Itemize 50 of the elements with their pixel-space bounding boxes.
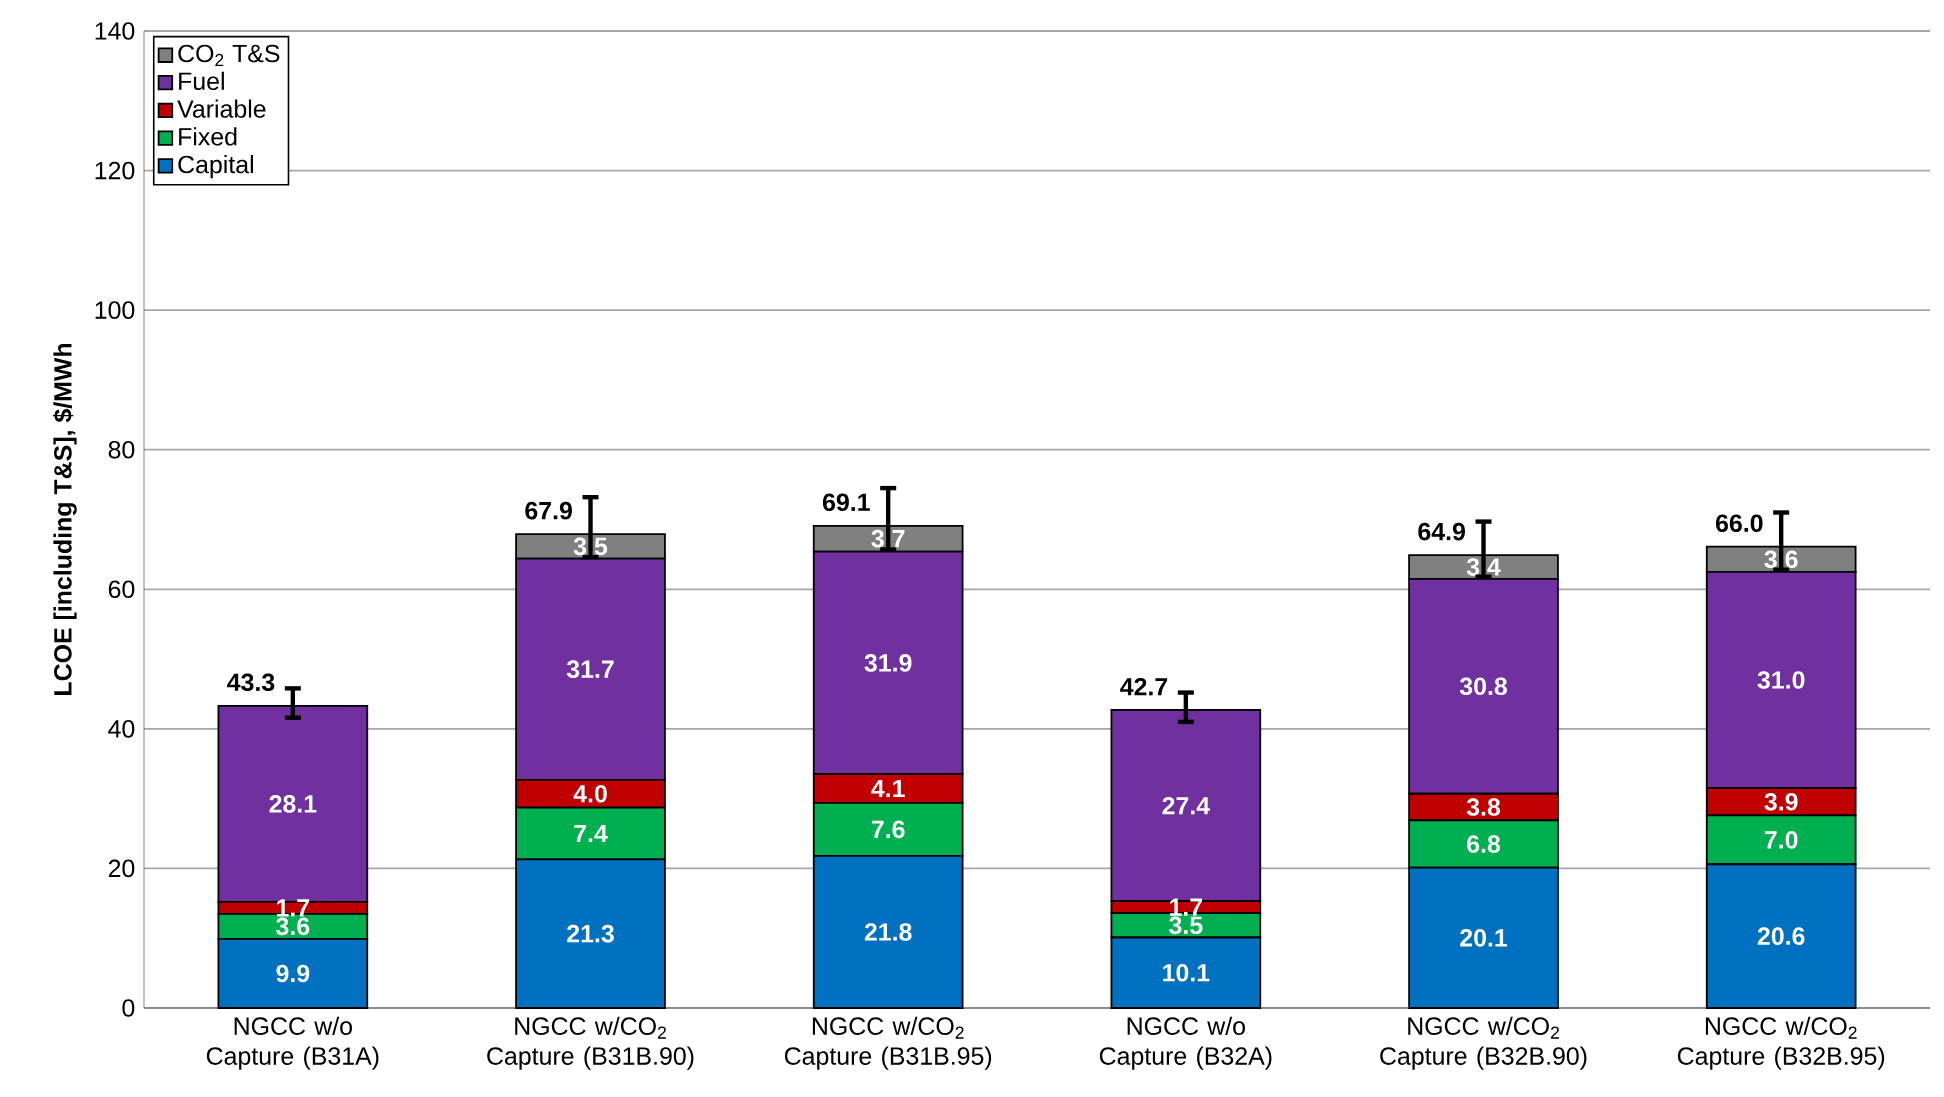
data-label: 31.9 (864, 654, 912, 672)
data-label: 7.0 (1764, 831, 1798, 849)
data-label: 7.6 (871, 820, 905, 839)
data-label: 31.7 (566, 660, 614, 679)
y-tick-label: 80 (108, 440, 135, 459)
y-tick-label: 20 (108, 859, 135, 878)
data-label: 3.8 (1466, 798, 1501, 816)
data-label: 20.1 (1460, 929, 1508, 947)
legend-label: CO$_{2}$ T&S (178, 44, 280, 66)
x-tick-label: NGCC w/CO$_{2}$ Capture (B32B.95) (1677, 1016, 1885, 1070)
data-label: 28.1 (269, 795, 317, 813)
data-label: 31.0 (1757, 671, 1805, 689)
x-tick-label: NGCC w/o Capture (B31A) (206, 1016, 379, 1070)
legend-label: Variable (177, 99, 266, 118)
data-label: 30.8 (1459, 677, 1507, 696)
data-label: 20.6 (1757, 927, 1805, 945)
x-tick-label: NGCC w/CO$_{2}$ Capture (B31B.95) (784, 1016, 992, 1070)
total-label: 64.9 (1418, 522, 1465, 541)
data-label: 4.0 (573, 784, 607, 803)
y-tick-label: 120 (95, 161, 135, 180)
total-label: 42.7 (1120, 677, 1168, 696)
y-tick-label: 0 (122, 999, 135, 1017)
total-label: 43.3 (227, 673, 275, 692)
data-label: 7.4 (574, 824, 608, 843)
y-axis-title: LCOE [including T&S], $/MWh (52, 343, 77, 695)
y-tick-label: 60 (108, 580, 135, 599)
total-label: 69.1 (822, 493, 870, 512)
x-tick-label: NGCC w/CO$_{2}$ Capture (B32B.90) (1380, 1016, 1587, 1070)
data-label: 3.9 (1764, 792, 1798, 811)
x-tick-label: NGCC w/o Capture (B32A) (1099, 1016, 1272, 1070)
x-tick-label: NGCC w/CO$_{2}$ Capture (B31B.90) (487, 1016, 694, 1070)
y-tick-label: 40 (108, 720, 135, 738)
data-label: 1.7 (277, 899, 310, 917)
data-label: 21.3 (567, 924, 614, 943)
legend-label: Capital (178, 155, 253, 179)
data-label: 3.6 (276, 917, 310, 936)
y-tick-label: 100 (95, 301, 135, 319)
data-label: 1.7 (1170, 898, 1203, 916)
total-label: 67.9 (525, 501, 572, 520)
total-label: 66.0 (1715, 514, 1763, 533)
data-label: 6.8 (1467, 835, 1501, 853)
data-label: 9.9 (276, 964, 310, 983)
legend-label: Fuel (179, 71, 224, 91)
data-label: 3.5 (1169, 916, 1203, 935)
data-label: 4.1 (871, 779, 905, 798)
data-label: 10.1 (1163, 963, 1210, 982)
y-tick-label: 140 (95, 22, 135, 40)
data-label: 21.8 (864, 923, 912, 941)
legend-label: Fixed (179, 127, 237, 146)
data-label: 27.4 (1162, 796, 1210, 815)
